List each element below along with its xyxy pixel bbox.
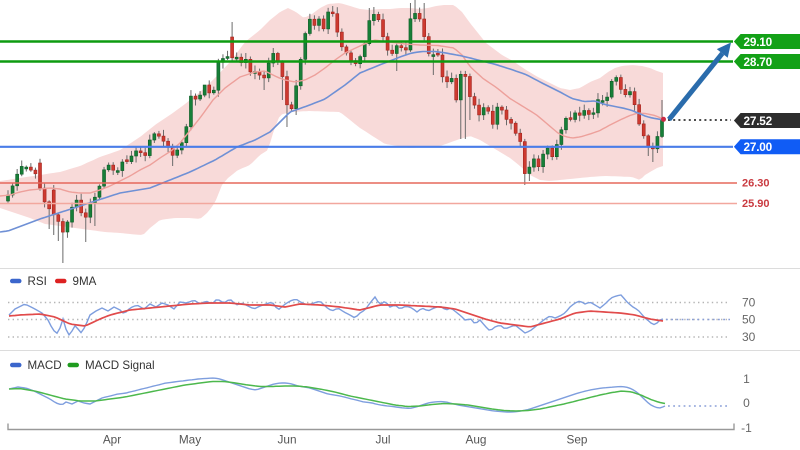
svg-text:50: 50: [742, 313, 756, 327]
svg-text:Jun: Jun: [277, 433, 296, 447]
svg-text:25.90: 25.90: [742, 198, 770, 210]
svg-text:RSI: RSI: [28, 275, 47, 288]
svg-text:May: May: [179, 433, 201, 447]
svg-text:1: 1: [743, 372, 750, 386]
svg-text:Jul: Jul: [375, 433, 390, 447]
svg-text:MACD Signal: MACD Signal: [85, 359, 155, 372]
svg-text:26.30: 26.30: [742, 177, 770, 189]
svg-text:Aug: Aug: [466, 433, 487, 447]
svg-text:28.70: 28.70: [744, 55, 773, 69]
svg-text:-1: -1: [741, 421, 752, 435]
svg-text:27.52: 27.52: [744, 114, 773, 128]
svg-text:30: 30: [742, 330, 756, 344]
svg-text:70: 70: [742, 296, 756, 310]
svg-text:Apr: Apr: [103, 433, 121, 447]
svg-text:MACD: MACD: [28, 359, 62, 372]
svg-text:0: 0: [743, 396, 750, 410]
svg-text:27.00: 27.00: [744, 140, 773, 154]
svg-text:9MA: 9MA: [73, 275, 97, 288]
svg-text:Sep: Sep: [567, 433, 588, 447]
svg-text:29.10: 29.10: [744, 35, 773, 49]
